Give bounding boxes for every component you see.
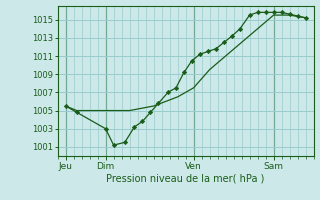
X-axis label: Pression niveau de la mer( hPa ): Pression niveau de la mer( hPa )	[107, 173, 265, 183]
